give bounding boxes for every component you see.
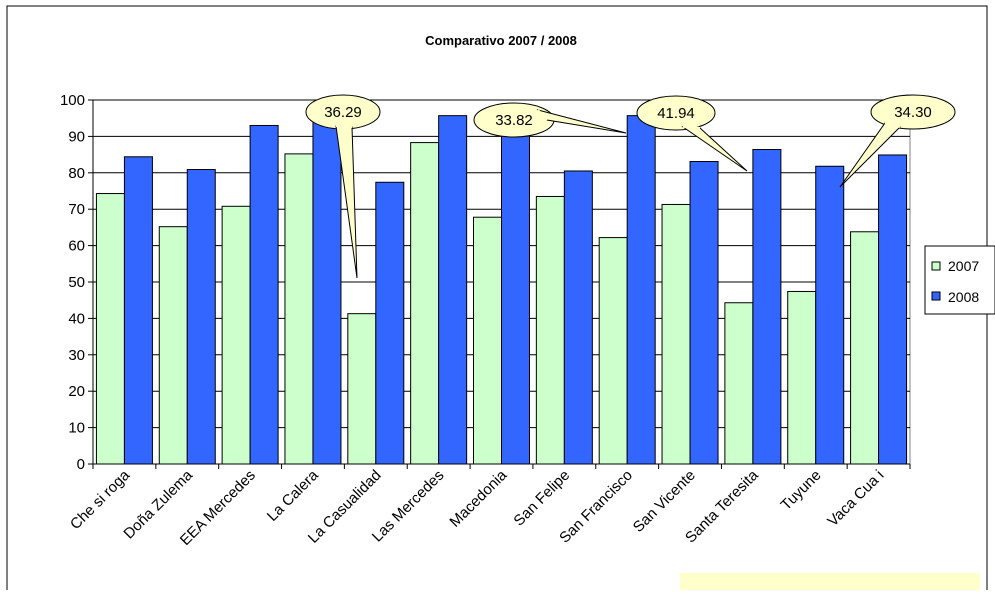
bar-2007-san-vicente: [661, 203, 691, 465]
legend-label-2007: 2007: [948, 258, 979, 274]
y-tick-label-60: 60: [68, 238, 85, 255]
y-tick-label-100: 100: [60, 92, 85, 109]
bar-2008-san-vicente: [689, 161, 719, 465]
callout-seam-tuyune: [884, 122, 901, 128]
callout-seam-la-casualidad: [335, 125, 353, 128]
y-tick-label-90: 90: [68, 128, 85, 145]
y-axis: 0 10 20 30 40 50 60 70 80 90 100: [60, 92, 94, 473]
bar-2008-la-calera: [312, 116, 342, 465]
bar-2007-che-si-roga: [95, 193, 125, 465]
callout-seam-san-francisco: [537, 109, 548, 121]
bars: [95, 115, 908, 465]
callout-label-la-casualidad: 36.29: [324, 104, 362, 121]
bar-2008-eea-mercedes: [249, 124, 279, 465]
legend: 2007 2008: [924, 245, 995, 315]
bar-2007-la-casualidad: [347, 313, 377, 465]
callout-label-tuyune: 34.30: [894, 104, 932, 121]
bar-2008-tuyune: [815, 165, 845, 465]
bar-2008-la-casualidad: [375, 181, 405, 465]
bar-2008-las-mercedes: [438, 115, 468, 465]
legend-label-2008: 2008: [948, 289, 979, 305]
y-tick-label-80: 80: [68, 165, 85, 182]
callouts: 36.29 33.82 41.94 34.30: [305, 94, 956, 279]
bar-2008-macedonia: [501, 121, 530, 465]
y-tick-label-70: 70: [68, 201, 85, 218]
y-tick-label-0: 0: [77, 456, 85, 473]
bar-2008-san-francisco: [626, 115, 656, 465]
bar-2008-santa-teresita: [752, 149, 782, 465]
bar-2007-las-mercedes: [410, 142, 440, 465]
bar-2007-dona-zulema: [158, 226, 188, 465]
chart-title: Comparativo 2007 / 2008: [425, 33, 577, 48]
bar-2008-san-felipe: [563, 170, 593, 465]
legend-swatch-2007: [931, 261, 941, 271]
bar-2007-santa-teresita: [724, 302, 754, 465]
legend-swatch-2008: [931, 291, 941, 301]
callout-label-santa-teresita: 41.94: [657, 105, 695, 122]
y-tick-label-40: 40: [68, 310, 85, 327]
yellow-highlight: [680, 573, 980, 590]
bar-2007-san-francisco: [598, 237, 628, 465]
y-tick-label-50: 50: [68, 274, 85, 291]
bar-2007-tuyune: [787, 290, 817, 465]
callout-label-san-francisco: 33.82: [495, 112, 533, 129]
y-tick-label-10: 10: [68, 420, 85, 437]
callout-seam-santa-teresita: [682, 126, 701, 129]
callout-bubble-tuyune: [870, 94, 956, 130]
y-tick-label-20: 20: [68, 383, 85, 400]
bar-2007-la-calera: [284, 153, 314, 465]
callout-bubble-santa-teresita: [636, 95, 716, 131]
bar-2008-dona-zulema: [186, 169, 216, 465]
bar-2008-che-si-roga: [123, 156, 153, 465]
y-tick-label-30: 30: [68, 347, 85, 364]
bar-2008-vaca-cua-i: [878, 154, 908, 465]
bar-2007-macedonia: [473, 216, 502, 465]
bar-2007-san-felipe: [535, 195, 565, 465]
bar-2007-eea-mercedes: [221, 205, 251, 465]
legend-box: [924, 245, 995, 315]
bar-2007-vaca-cua-i: [850, 231, 880, 465]
